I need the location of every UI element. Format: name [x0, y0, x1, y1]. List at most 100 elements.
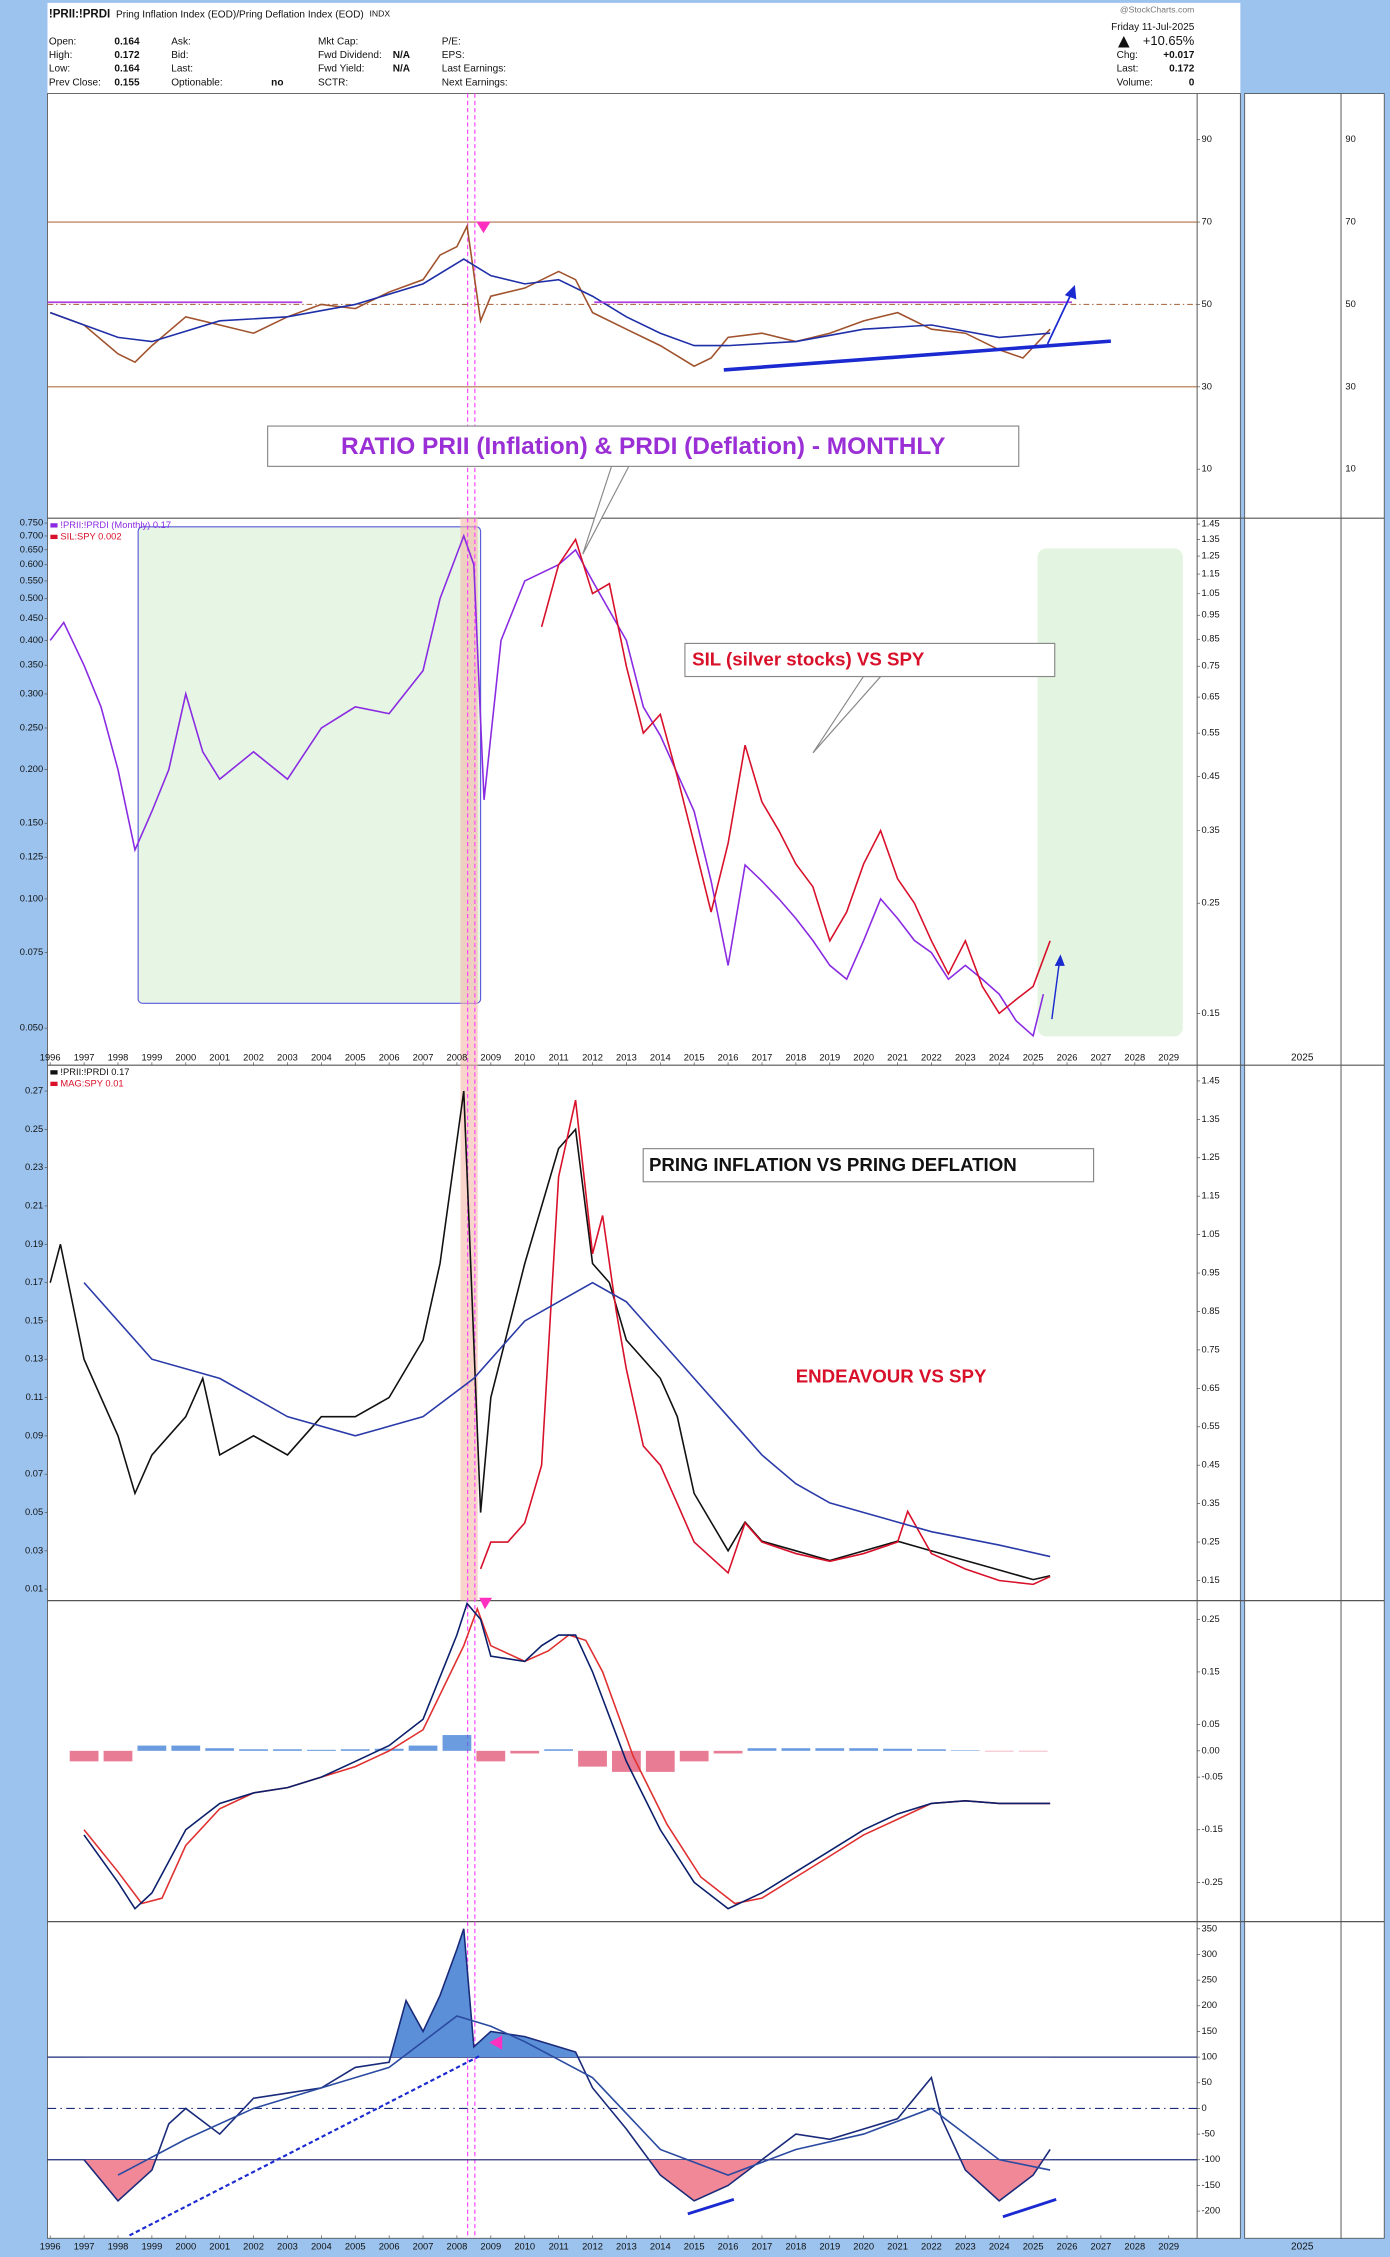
histogram-bar [374, 1748, 404, 1751]
x-tick-label: 2029 [1158, 1052, 1179, 1062]
up-icon [1118, 35, 1130, 48]
x-tick-label: 2007 [413, 2241, 434, 2251]
side-x-tick-label: 2025 [1291, 1053, 1314, 1064]
x-tick-label: 1999 [141, 2241, 162, 2251]
x-tick-label: 2019 [819, 2241, 840, 2251]
y-tick-label: 0.600 [20, 559, 43, 569]
y-tick-label: 0.25 [1202, 1537, 1220, 1547]
y-tick-label: 100 [1202, 2052, 1218, 2062]
field-label: Prev Close: [49, 77, 101, 88]
y-tick-label: 0.500 [20, 593, 43, 603]
field-value: 0.164 [114, 36, 140, 47]
y-tick-label: 50 [1202, 299, 1212, 309]
panel [49, 533, 1051, 1038]
legend-swatch [50, 1081, 58, 1087]
field-label: SCTR: [318, 77, 348, 88]
y-tick-label: 0.11 [26, 1392, 43, 1402]
highlight-box [137, 526, 482, 1004]
field-value: 0.172 [114, 50, 140, 61]
symbol-line: !PRII:!PRDI Pring Inflation Index (EOD)/P… [49, 8, 390, 20]
histogram-bar [917, 1749, 946, 1751]
x-tick-label: 1998 [108, 1052, 129, 1062]
x-tick-label: 2023 [955, 1052, 976, 1062]
y-tick-label: -0.25 [1202, 1877, 1223, 1887]
x-tick-label: 2013 [616, 1052, 637, 1062]
field-label: Last: [1117, 64, 1139, 75]
legend-label: SIL:SPY 0.002 [60, 531, 121, 541]
histogram-bar [544, 1749, 574, 1751]
y-tick-label: 350 [1202, 1923, 1218, 1933]
x-tick-label: 2002 [243, 1052, 264, 1062]
histogram-bar [239, 1749, 268, 1751]
y-tick-label: 1.15 [1202, 1191, 1220, 1201]
field-label: Optionable: [171, 77, 222, 88]
x-tick-label: 1996 [40, 1052, 61, 1062]
x-tick-label: 2006 [379, 2241, 400, 2251]
side-y-tick-label: 90 [1345, 134, 1355, 144]
y-tick-label: 0.65 [1202, 1383, 1220, 1393]
series-line [49, 533, 1045, 1038]
y-tick-label: 0.75 [1202, 1344, 1220, 1354]
y-tick-label: 0.050 [20, 1023, 43, 1033]
y-tick-label: 0.125 [20, 852, 43, 862]
x-tick-label: 2015 [684, 2241, 705, 2251]
series-line [49, 258, 1051, 347]
plots: 103050709010305070900.0500.0750.1000.125… [20, 134, 1356, 2251]
histogram-bar [69, 1750, 99, 1762]
field-value: 0 [1189, 77, 1195, 88]
side-y-tick-label: 10 [1345, 464, 1355, 474]
y-tick-label: 0.400 [20, 635, 43, 645]
field-label: Low: [49, 64, 70, 75]
y-tick-label: 0.25 [1202, 1614, 1220, 1624]
series-line [83, 1606, 1051, 1905]
histogram-bar [679, 1750, 709, 1762]
x-tick-label: 2001 [209, 2241, 230, 2251]
x-tick-label: 2018 [785, 2241, 806, 2251]
histogram-bar [713, 1750, 743, 1754]
side-y-tick-label: 50 [1345, 299, 1355, 309]
histogram-bar [273, 1749, 302, 1751]
x-tick-label: 2028 [1124, 1052, 1145, 1062]
y-tick-label: -0.15 [1202, 1824, 1223, 1834]
y-tick-label: 0.550 [20, 575, 43, 585]
panel [47, 221, 1198, 388]
x-tick-label: 2011 [549, 2241, 569, 2251]
field-label: Volume: [1117, 77, 1153, 88]
callout-box [642, 1148, 1095, 1183]
x-tick-label: 2014 [650, 2241, 671, 2251]
x-tick-label: 2016 [718, 1052, 739, 1062]
y-tick-label: 0.13 [25, 1354, 43, 1364]
x-tick-label: 2021 [887, 2241, 908, 2251]
x-tick-label: 2017 [752, 2241, 773, 2251]
histogram-bar [747, 1748, 777, 1751]
histogram-bar [984, 1750, 1014, 1752]
y-tick-label: 50 [1202, 2077, 1212, 2087]
y-tick-label: -100 [1202, 2154, 1221, 2164]
y-tick-label: 150 [1202, 2026, 1218, 2036]
histogram-bar [645, 1750, 675, 1772]
annotation: PRING INFLATION VS PRING DEFLATION [649, 1154, 1017, 1175]
x-tick-label: 2005 [345, 1052, 366, 1062]
x-tick-label: 2016 [718, 2241, 739, 2251]
x-tick-label: 2012 [582, 1052, 603, 1062]
y-tick-label: 0.075 [20, 947, 43, 957]
y-tick-label: 0.27 [25, 1085, 43, 1095]
y-tick-label: 0.650 [20, 544, 43, 554]
y-tick-label: 0.85 [1202, 1306, 1220, 1316]
y-tick-label: 0.200 [20, 764, 43, 774]
histogram-bar [476, 1750, 506, 1762]
field-label: Ask: [171, 36, 191, 47]
x-tick-label: 2002 [243, 2241, 264, 2251]
legend-swatch [50, 523, 58, 528]
y-tick-label: 0.45 [1202, 1460, 1220, 1470]
x-tick-label: 2022 [921, 1052, 942, 1062]
y-tick-label: 0.00 [1202, 1745, 1220, 1755]
watermark: @StockCharts.com [1120, 4, 1194, 14]
panel-dividers [47, 517, 1385, 1923]
field-label: High: [49, 50, 72, 61]
x-tick-label: 2007 [413, 1052, 434, 1062]
x-tick-label: 2026 [1057, 1052, 1078, 1062]
x-tick-label: 2022 [921, 2241, 942, 2251]
field-label: Fwd Dividend: [318, 50, 382, 61]
marker-arrow [479, 1597, 493, 1610]
